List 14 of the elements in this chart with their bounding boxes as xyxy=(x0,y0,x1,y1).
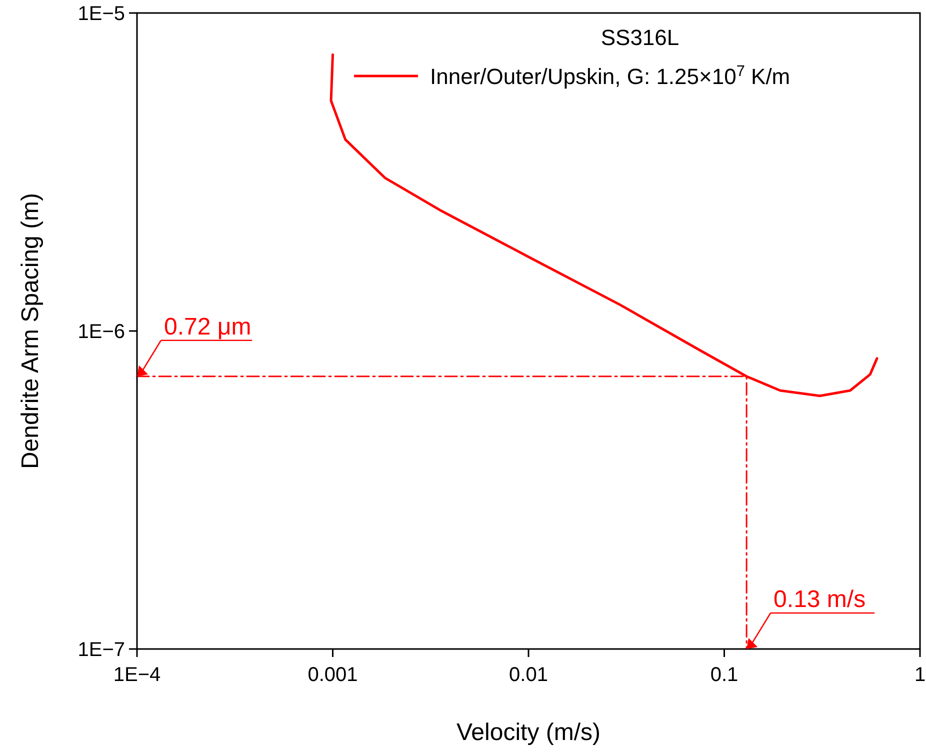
annotation: 0.13 m/s xyxy=(774,586,866,613)
y-tick-label: 1E−6 xyxy=(78,321,125,343)
legend-label: Inner/Outer/Upskin, G: 1.25×10$^{7}$ K/m xyxy=(430,62,790,89)
y-tick-label: 1E−5 xyxy=(78,3,125,25)
x-tick-label: 0.001 xyxy=(308,664,358,686)
annotation: 0.72 μm xyxy=(164,313,252,340)
y-axis-title: Dendrite Arm Spacing (m) xyxy=(17,192,44,470)
x-tick-label: 0.1 xyxy=(710,664,738,686)
x-tick-label: 0.01 xyxy=(509,664,548,686)
y-tick-label: 1E−7 xyxy=(78,639,125,661)
x-tick-label: 1 xyxy=(914,664,926,686)
x-axis-title: Velocity (m/s) xyxy=(456,719,601,746)
x-tick-label: 1E−4 xyxy=(113,664,161,686)
legend-title: SS316L xyxy=(600,25,680,50)
